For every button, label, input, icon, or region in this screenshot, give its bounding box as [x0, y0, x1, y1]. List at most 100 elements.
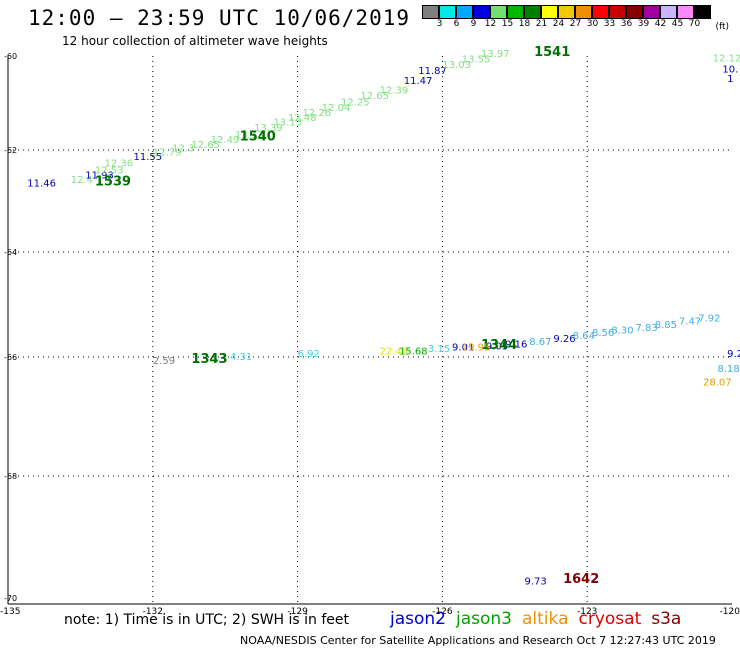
- page-title: 12:00 – 23:59 UTC 10/06/2019: [28, 6, 411, 30]
- wave-height-value: 15.68: [399, 346, 428, 357]
- latitude-label: -70: [4, 594, 17, 603]
- wave-height-value: 9.01: [452, 343, 474, 354]
- wave-height-value: 9.2: [727, 349, 740, 360]
- footer-note: note: 1) Time is in UTC; 2) SWH is in fe…: [64, 612, 350, 628]
- wave-height-value: 13.13: [235, 130, 264, 141]
- wave-height-value: 9.73: [524, 577, 546, 588]
- wave-height-value: 8.67: [529, 337, 551, 348]
- satellite-jason2: jason2: [390, 609, 446, 629]
- wave-height-value: 12.65: [191, 140, 220, 151]
- latitude-label: -68: [4, 472, 17, 481]
- wave-height-value: 7.92: [698, 313, 720, 324]
- satellite-altika: altika: [522, 609, 569, 629]
- color-legend-tick: 33: [603, 19, 616, 29]
- color-legend-tick: 70: [688, 19, 701, 29]
- wave-height-value: 22.48: [380, 346, 409, 357]
- color-legend-swatch: [524, 5, 541, 19]
- wave-height-value: 11.55: [133, 152, 162, 163]
- color-legend-swatch: [677, 5, 694, 19]
- wave-height-value: 13.03: [442, 60, 471, 71]
- wave-height-value: 11.93: [85, 171, 114, 182]
- color-legend-tick: 24: [552, 19, 565, 29]
- wave-height-value: 19.95: [462, 343, 491, 354]
- wave-height-value: 1: [727, 74, 733, 85]
- color-legend-swatch: [439, 5, 456, 19]
- pass-time-label: 1344: [481, 338, 517, 353]
- wave-height-value: 11.46: [27, 179, 56, 190]
- color-legend-tick: 18: [518, 19, 531, 29]
- color-legend-tick: 12: [484, 19, 497, 29]
- longitude-label: -126: [432, 607, 453, 617]
- longitude-label: -123: [577, 607, 597, 617]
- color-legend-tick: 6: [453, 19, 460, 29]
- pass-time-label: 1540: [240, 130, 276, 145]
- satellite-cryosat: cryosat: [578, 609, 642, 629]
- color-legend-tick: 3: [436, 19, 443, 29]
- wave-height-value: 4.31: [230, 352, 252, 363]
- color-legend-swatch: [643, 5, 660, 19]
- wave-height-value: 13.55: [462, 55, 491, 66]
- page-subtitle: 12 hour collection of altimeter wave hei…: [62, 34, 328, 48]
- wave-height-value: 9.16: [505, 340, 527, 351]
- wave-height-value: 6.92: [298, 349, 320, 360]
- color-legend-swatch: [507, 5, 524, 19]
- color-legend-swatch: [473, 5, 490, 19]
- wave-height-value: 8.30: [611, 325, 633, 336]
- wave-height-value: 10.: [722, 64, 738, 75]
- color-legend-tick: 9: [470, 19, 477, 29]
- wave-height-value: 2.59: [153, 356, 175, 367]
- color-legend-ticks: 3 6 9 12 15 18 21 24 27 30 33 36 39 42 45 70: [431, 19, 711, 29]
- pass-time-label: 1343: [191, 352, 227, 367]
- wave-height-value: 12.12: [713, 54, 740, 65]
- color-legend-tick: 15: [501, 19, 514, 29]
- wave-height-value: 13.13: [273, 118, 302, 129]
- latitude-label: -60: [4, 52, 17, 61]
- wave-height-value: 12.3: [172, 144, 194, 155]
- wave-height-value: 8.64: [573, 331, 595, 342]
- wave-height-value: 13.97: [481, 49, 510, 60]
- wave-height-value: 12.79: [153, 148, 182, 159]
- longitude-label: -120: [720, 607, 740, 617]
- color-legend-swatch: [541, 5, 558, 19]
- satellite-legend: jason2 jason3 altika cryosat s3a: [390, 609, 691, 629]
- latitude-label: -62: [4, 146, 17, 155]
- color-legend-swatch: [609, 5, 626, 19]
- pass-time-label: 1541: [534, 45, 570, 60]
- wave-height-value: 12.26: [302, 108, 331, 119]
- wave-height-value: 12.4: [71, 175, 93, 186]
- wave-height-value: 11.87: [418, 66, 447, 77]
- color-legend-tick: 21: [535, 19, 548, 29]
- color-legend-tick: 30: [586, 19, 599, 29]
- color-legend-swatch: [694, 5, 711, 19]
- latitude-label: -66: [4, 353, 17, 362]
- wave-height-value: 12.49: [211, 135, 240, 146]
- wave-height-value: 8.56: [592, 328, 614, 339]
- wave-height-value: 12.36: [105, 158, 134, 169]
- color-legend-tick: 36: [620, 19, 633, 29]
- color-legend-tick: 27: [569, 19, 582, 29]
- color-legend-swatch: [626, 5, 643, 19]
- color-legend-swatch: [490, 5, 507, 19]
- color-legend: 3 6 9 12 15 18 21 24 27 30 33 36 39 42 45 70 (ft): [422, 5, 729, 32]
- wave-height-value: 8.18: [718, 364, 740, 375]
- wave-height-value: 12.65: [360, 91, 389, 102]
- wave-height-value: 11.47: [404, 76, 433, 87]
- wave-height-value: 12.04: [322, 103, 351, 114]
- latitude-label: -64: [4, 248, 17, 257]
- color-legend-tick: 39: [637, 19, 650, 29]
- color-legend-unit: (ft): [715, 22, 729, 32]
- wave-height-value: 7.47: [679, 316, 701, 327]
- color-legend-swatch: [456, 5, 473, 19]
- color-legend-swatches: [422, 5, 711, 19]
- satellite-s3a: s3a: [651, 609, 682, 629]
- color-legend-tick: 42: [654, 19, 667, 29]
- credit-line: NOAA/NESDIS Center for Satellite Applica…: [240, 634, 716, 647]
- wave-height-value: 12.53: [95, 165, 124, 176]
- wave-height-value: 9.26: [553, 334, 575, 345]
- wave-height-value: 28.07: [703, 378, 732, 389]
- wave-height-value: 12.48: [288, 113, 317, 124]
- satellite-jason3: jason3: [456, 609, 512, 629]
- color-legend-tick: 45: [671, 19, 684, 29]
